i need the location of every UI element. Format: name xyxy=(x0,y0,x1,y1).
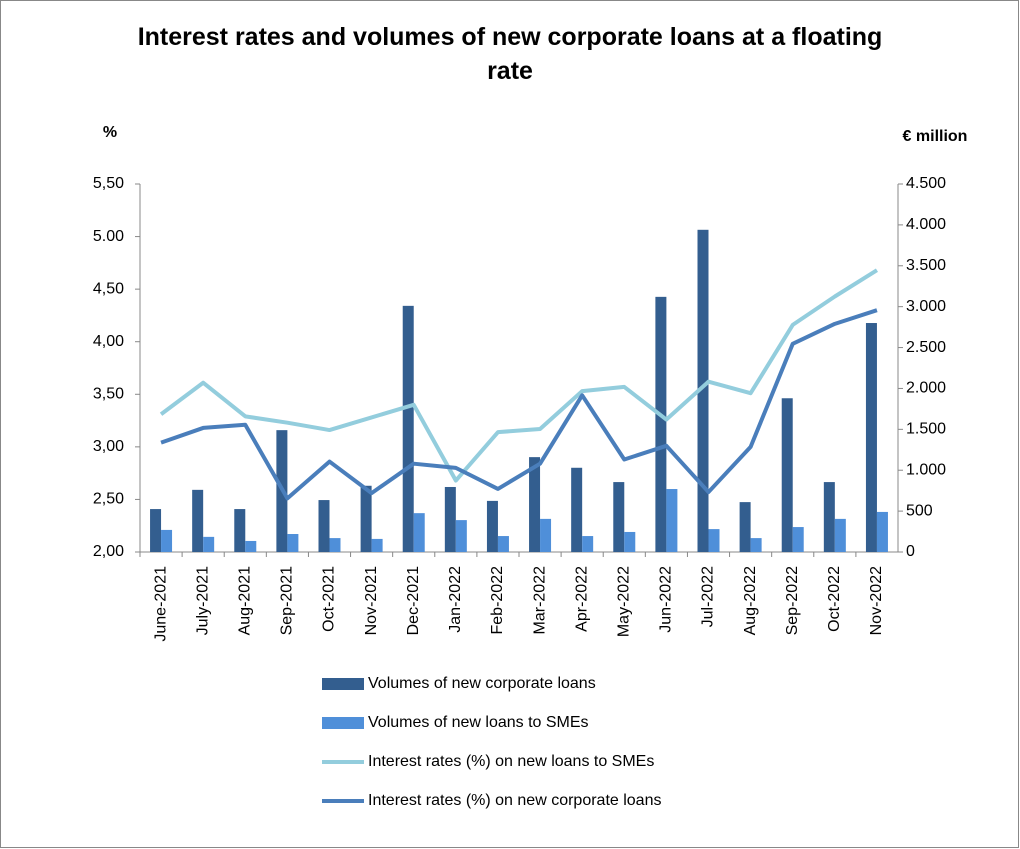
x-tick-label: Oct-2021 xyxy=(321,566,338,632)
bar xyxy=(486,500,498,552)
bar xyxy=(624,531,636,552)
y-axis-label: % xyxy=(103,124,117,141)
x-tick-label: Aug-2021 xyxy=(236,566,253,635)
y-tick-label: 2,00 xyxy=(93,543,124,560)
bar xyxy=(360,485,372,552)
x-tick-label: Sep-2021 xyxy=(279,566,296,635)
legend-label: Volumes of new loans to SMEs xyxy=(368,714,589,731)
bar xyxy=(792,527,804,552)
y-tick-label: 4,50 xyxy=(93,280,124,297)
y-tick-label: 3,00 xyxy=(93,438,124,455)
x-tick-label: Apr-2022 xyxy=(573,566,590,632)
x-tick-label: Feb-2022 xyxy=(489,566,506,635)
x-tick-label: Aug-2022 xyxy=(742,566,759,635)
y-tick-label: 3,50 xyxy=(93,386,124,403)
line xyxy=(160,308,878,501)
bar xyxy=(655,296,667,552)
x-tick-label: Nov-2022 xyxy=(868,566,885,635)
bar xyxy=(329,538,341,552)
bar xyxy=(529,457,541,552)
legend-label: Volumes of new corporate loans xyxy=(368,675,596,692)
bar xyxy=(865,323,877,552)
y2-tick-label: 3.500 xyxy=(906,257,946,274)
legend-swatch xyxy=(322,717,364,729)
y2-tick-label: 3.000 xyxy=(906,298,946,315)
bar xyxy=(371,538,383,552)
y2-tick-label: 4.000 xyxy=(906,216,946,233)
x-tick-label: Oct-2022 xyxy=(826,566,843,632)
x-tick-label: Sep-2022 xyxy=(784,566,801,635)
bar xyxy=(823,482,835,552)
y2-tick-label: 1.500 xyxy=(906,421,946,438)
x-tick-label: Mar-2022 xyxy=(531,566,548,635)
y-tick-label: 5,50 xyxy=(93,175,124,192)
bar xyxy=(834,518,846,552)
bar xyxy=(708,529,720,552)
y-tick-label: 4,00 xyxy=(93,333,124,350)
bar xyxy=(150,509,162,552)
x-tick-label: Jan-2022 xyxy=(447,566,464,633)
bar xyxy=(161,529,173,552)
bar xyxy=(750,538,762,552)
bar xyxy=(413,513,425,552)
y2-tick-label: 2.000 xyxy=(906,380,946,397)
y-tick-label: 2,50 xyxy=(93,491,124,508)
x-tick-label: June-2021 xyxy=(152,566,169,642)
y2-axis-label: € million xyxy=(903,128,968,145)
legend-label: Interest rates (%) on new loans to SMEs xyxy=(368,753,654,770)
y2-tick-label: 500 xyxy=(906,502,933,519)
bar xyxy=(192,489,204,552)
bar xyxy=(582,536,594,552)
y2-tick-label: 0 xyxy=(906,543,915,560)
y2-tick-label: 4.500 xyxy=(906,175,946,192)
y-tick-label: 5.00 xyxy=(93,228,124,245)
bar xyxy=(497,536,509,552)
bar xyxy=(203,536,215,552)
y2-tick-label: 2.500 xyxy=(906,339,946,356)
x-tick-label: Jul-2022 xyxy=(700,566,717,627)
legend-label: Interest rates (%) on new corporate loan… xyxy=(368,792,661,809)
line xyxy=(159,268,879,483)
x-tick-label: Dec-2021 xyxy=(405,566,422,635)
bar xyxy=(739,502,751,552)
x-tick-label: Jun-2022 xyxy=(658,566,675,633)
bar xyxy=(613,482,625,552)
bar xyxy=(318,500,330,552)
bar xyxy=(234,509,246,552)
bar xyxy=(540,518,552,552)
bar xyxy=(781,398,793,552)
bar xyxy=(444,486,456,552)
chart-title: Interest rates and volumes of new corpor… xyxy=(137,23,883,85)
bar xyxy=(571,467,583,552)
bar xyxy=(245,540,257,552)
x-tick-label: May-2022 xyxy=(615,566,632,637)
bar xyxy=(876,511,888,552)
bar xyxy=(455,520,467,552)
x-tick-label: July-2021 xyxy=(194,566,211,635)
legend-swatch xyxy=(322,678,364,690)
bar xyxy=(666,489,678,552)
x-tick-label: Nov-2021 xyxy=(363,566,380,635)
y2-tick-label: 1.000 xyxy=(906,461,946,478)
bar xyxy=(402,305,414,552)
bar xyxy=(697,229,709,552)
bar xyxy=(287,534,299,552)
